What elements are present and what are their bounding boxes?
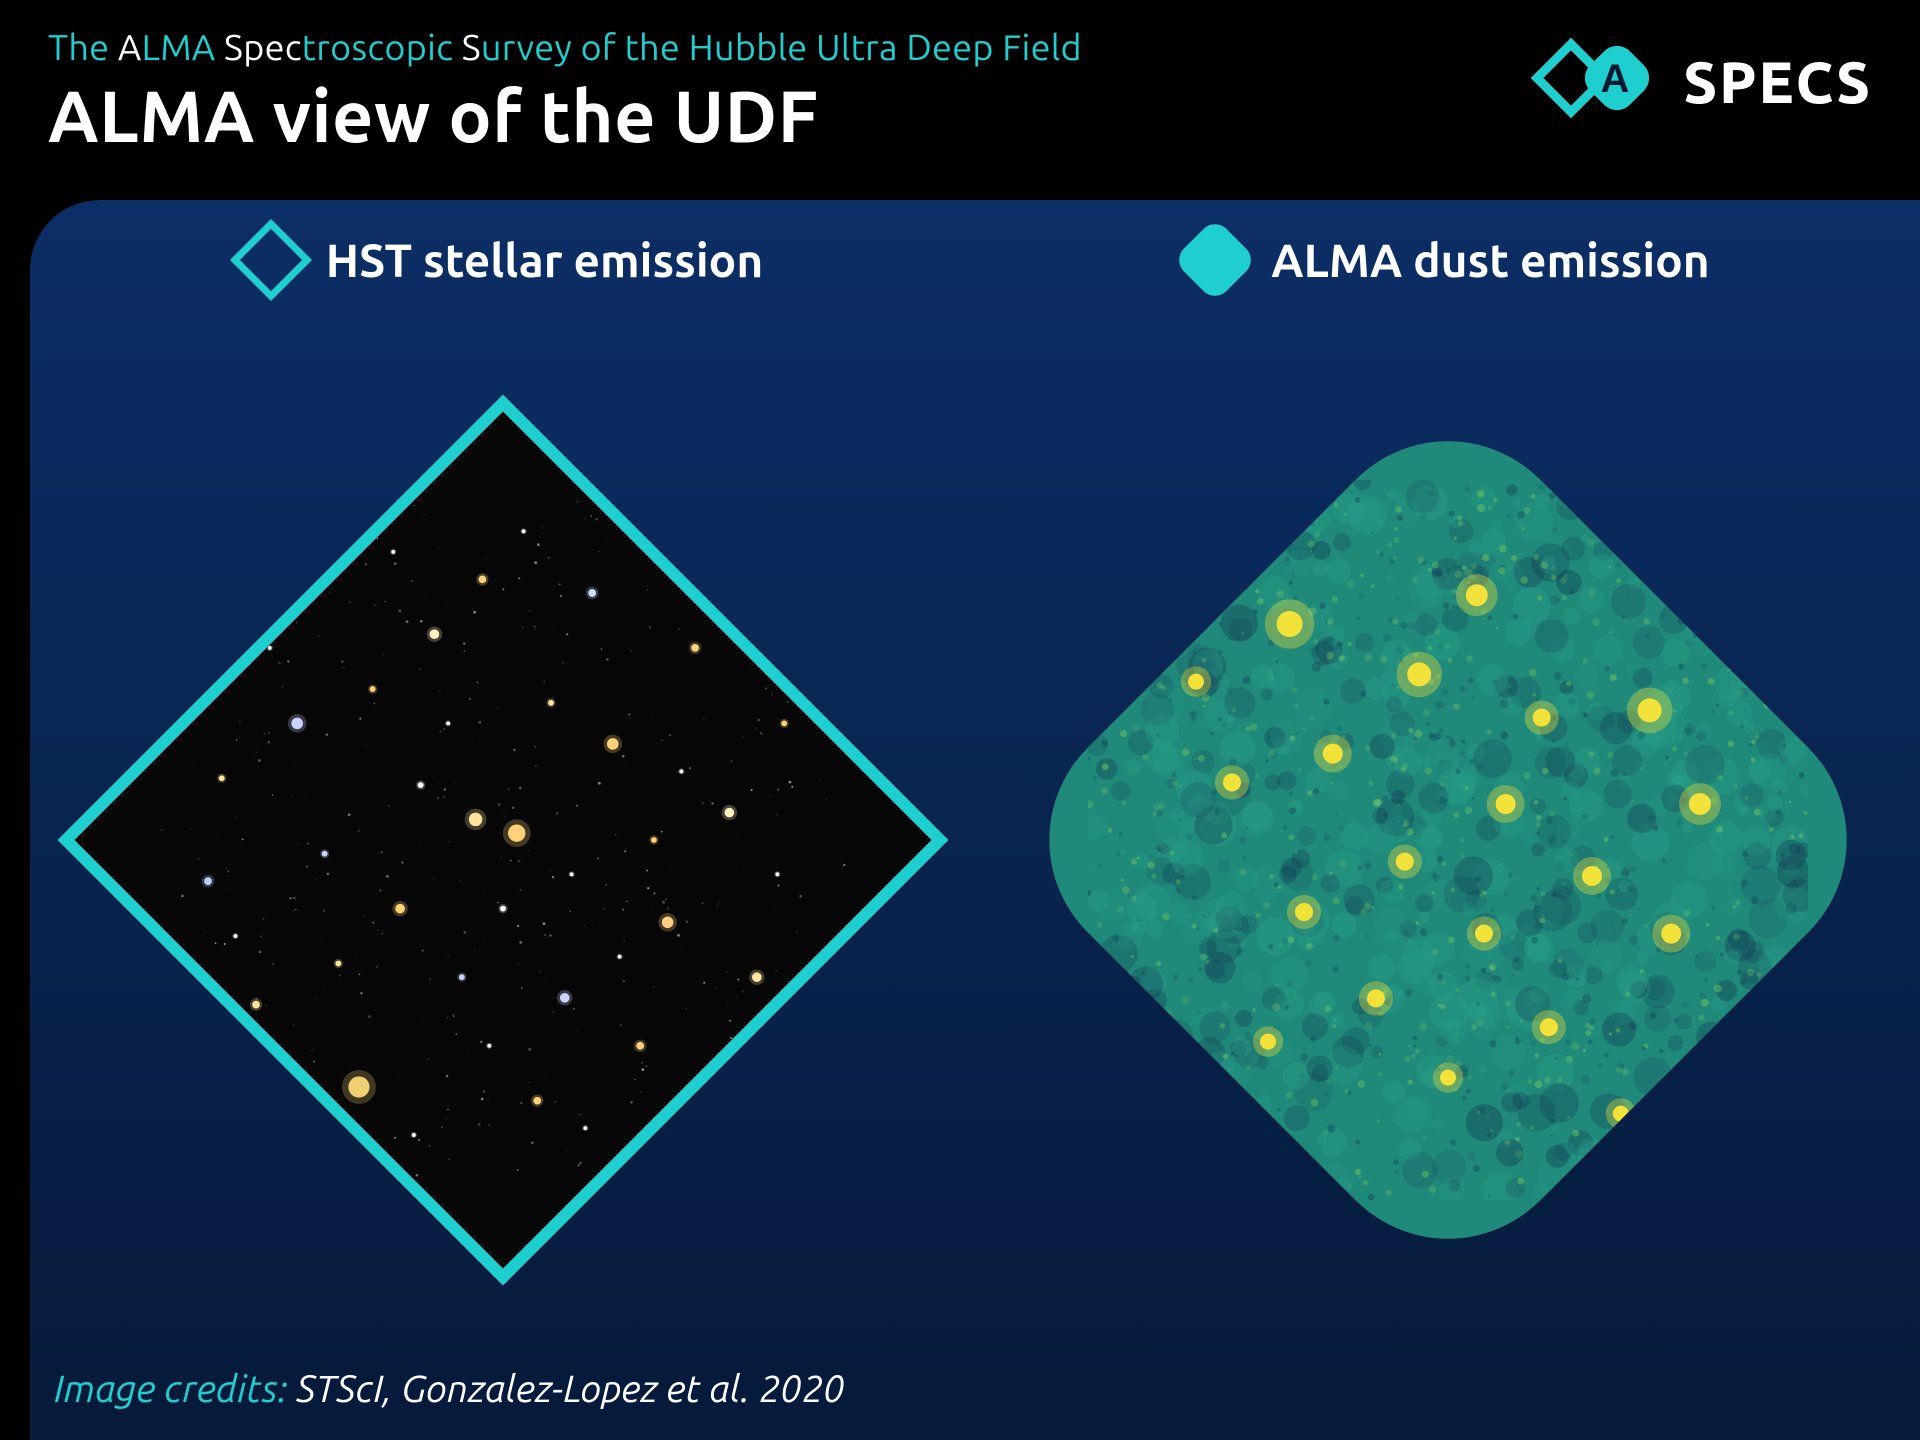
aspecs-logo-icon: A xyxy=(1529,36,1669,126)
image-credits: Image credits: STScI, Gonzalez-Lopez et … xyxy=(54,1368,845,1410)
legend-alma: ALMA dust emission xyxy=(975,230,1920,290)
legend-hst: HST stellar emission xyxy=(30,230,975,290)
alma-dust-emission-image xyxy=(995,387,1900,1292)
diamond-outline-icon xyxy=(230,219,312,301)
svg-text:A: A xyxy=(1601,57,1630,101)
legend-hst-label: HST stellar emission xyxy=(326,234,764,286)
aspecs-logo-text: SPECS xyxy=(1683,49,1872,114)
credits-text: STScI, Gonzalez-Lopez et al. 2020 xyxy=(296,1368,845,1410)
rounded-diamond-icon xyxy=(1173,218,1258,303)
legend-alma-label: ALMA dust emission xyxy=(1271,234,1709,286)
content-panel: HST stellar emission ALMA dust emission … xyxy=(30,200,1920,1440)
hst-stellar-emission-image xyxy=(57,395,948,1286)
aspecs-logo: A SPECS xyxy=(1529,36,1872,126)
credits-label: Image credits: xyxy=(54,1368,287,1410)
